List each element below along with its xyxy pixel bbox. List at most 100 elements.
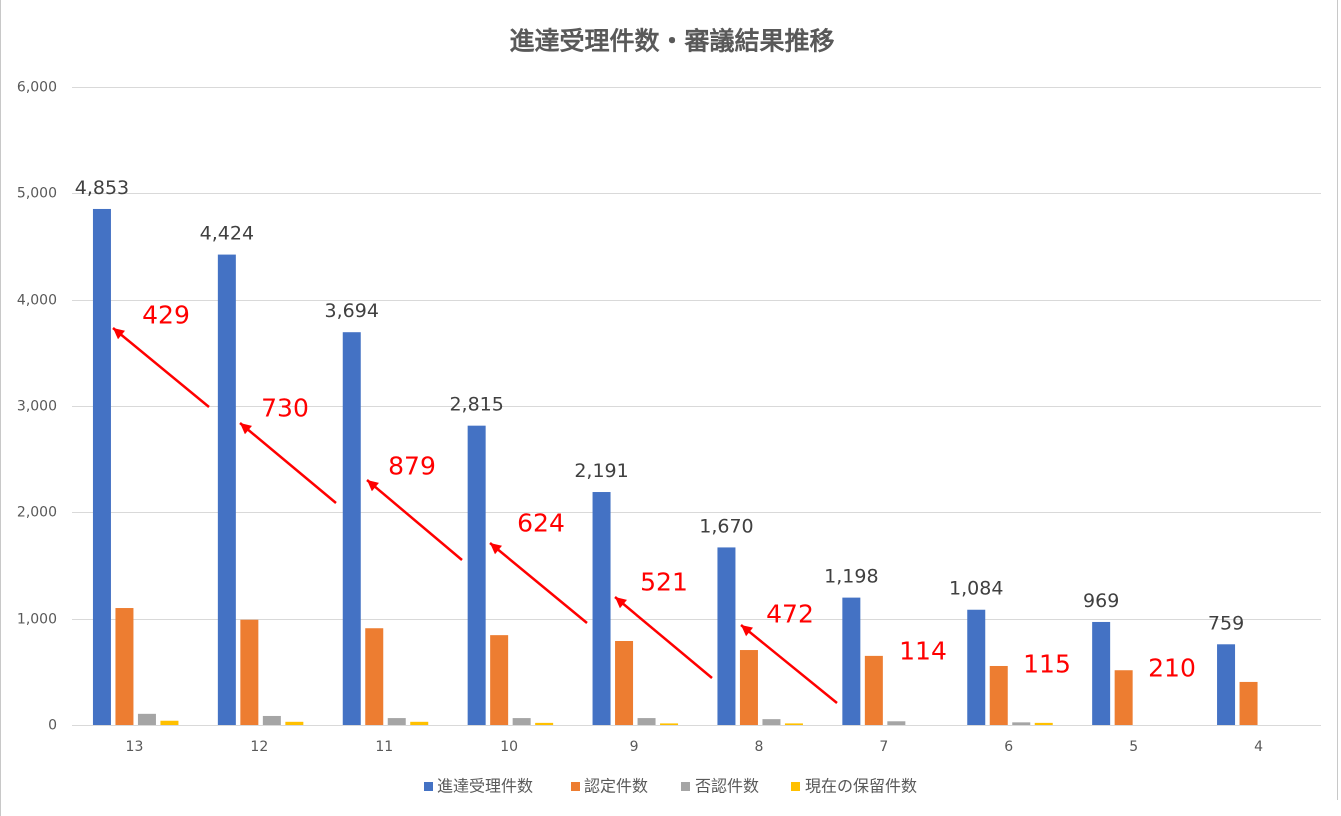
annotation-arrow: [740, 624, 838, 704]
annotation-arrow: [614, 596, 713, 679]
annotation-arrow: [112, 327, 210, 408]
data-label: 1,670: [699, 515, 753, 537]
annotation-label: 521: [640, 568, 688, 597]
x-tick-label: 8: [754, 739, 763, 755]
legend-item: 認定件数: [571, 777, 648, 796]
bar: [1114, 670, 1133, 725]
bar: [490, 635, 509, 725]
gridlines: [72, 87, 1321, 726]
legend-item: 否認件数: [681, 777, 759, 796]
legend-label: 否認件数: [695, 777, 759, 796]
bar: [717, 547, 736, 725]
annotation-label: 472: [766, 600, 814, 629]
bar: [160, 720, 179, 725]
legend-label: 現在の保留件数: [805, 777, 917, 796]
bar: [989, 665, 1008, 725]
legend-item: 進達受理件数: [424, 777, 533, 796]
bar: [137, 713, 156, 725]
legend-swatch: [791, 782, 800, 791]
annotation-label: 624: [517, 509, 565, 538]
x-axis-tick-labels: 13 12 11 10 9 8 7 6 5 4: [126, 739, 1264, 755]
bar: [1012, 722, 1031, 725]
x-tick-label: 12: [250, 739, 268, 755]
x-tick-label: 9: [630, 739, 639, 755]
bar: [387, 718, 406, 725]
x-tick-label: 5: [1129, 739, 1138, 755]
bar: [637, 718, 656, 725]
bar: [217, 254, 236, 725]
annotation-label: 730: [261, 394, 309, 423]
data-label: 4,424: [200, 223, 254, 245]
x-tick-label: 11: [375, 739, 393, 755]
bar: [285, 721, 304, 725]
legend-swatch: [424, 782, 433, 791]
bar: [467, 425, 486, 725]
legend-swatch: [571, 782, 580, 791]
y-tick-label: 2,000: [17, 505, 57, 521]
annotation-label: 115: [1023, 650, 1071, 679]
legend-item: 現在の保留件数: [791, 777, 917, 796]
bar: [1217, 644, 1236, 725]
bar: [1092, 621, 1111, 725]
bar: [967, 609, 986, 725]
x-tick-label: 13: [126, 739, 144, 755]
y-tick-label: 6,000: [17, 80, 57, 96]
legend: 進達受理件数 認定件数 否認件数 現在の保留件数: [424, 777, 917, 796]
bar: [240, 619, 259, 725]
annotation-arrow: [239, 422, 337, 504]
annotation-arrow: [489, 542, 588, 624]
data-label: 969: [1083, 590, 1119, 612]
annotation-label: 210: [1148, 654, 1196, 683]
bar: [410, 721, 429, 725]
bars: [92, 208, 1258, 725]
data-label: 4,853: [75, 177, 129, 199]
chart-title: 進達受理件数・審議結果推移: [509, 27, 834, 56]
bar: [512, 718, 531, 725]
x-tick-label: 10: [500, 739, 518, 755]
annotation-arrow: [366, 479, 463, 561]
bar: [864, 655, 883, 725]
data-label: 1,198: [824, 566, 878, 588]
bar: [887, 721, 906, 725]
legend-label: 進達受理件数: [437, 777, 533, 796]
bar: [1034, 722, 1053, 725]
y-tick-label: 4,000: [17, 293, 57, 309]
bar: [615, 640, 634, 725]
bar: [365, 628, 384, 725]
data-label: 759: [1208, 612, 1244, 634]
bar: [535, 722, 554, 725]
y-tick-label: 3,000: [17, 399, 57, 415]
data-label: 2,815: [449, 394, 503, 416]
bar: [784, 723, 803, 725]
bar: [762, 719, 781, 725]
data-label: 3,694: [325, 300, 379, 322]
bar: [262, 715, 281, 725]
bar: [739, 650, 758, 725]
bar: [342, 332, 361, 725]
x-tick-label: 6: [1004, 739, 1013, 755]
annotation-label: 429: [142, 301, 190, 330]
bar: [1239, 681, 1258, 725]
y-tick-label: 1,000: [17, 612, 57, 628]
bar: [92, 208, 111, 725]
y-tick-label: 5,000: [17, 186, 57, 202]
data-labels: 4,853 4,424 3,694 2,815 2,191 1,670 1,198 1,084…: [75, 177, 1244, 634]
x-tick-label: 7: [879, 739, 888, 755]
y-tick-label: 0: [48, 718, 57, 734]
annotation-label: 114: [899, 637, 947, 666]
legend-swatch: [681, 782, 690, 791]
bar: [115, 608, 134, 725]
data-label: 1,084: [949, 578, 1003, 600]
difference-annotations: 429 730 879 624 521 472 114 115 210: [112, 301, 1196, 704]
y-axis-tick-labels: 0 1,000 2,000 3,000 4,000 5,000 6,000: [17, 80, 57, 734]
x-tick-label: 4: [1254, 739, 1263, 755]
bar: [660, 723, 679, 725]
annotation-label: 879: [388, 452, 436, 481]
legend-label: 認定件数: [584, 777, 648, 796]
bar: [592, 492, 611, 725]
bar: [842, 597, 861, 725]
data-label: 2,191: [574, 460, 628, 482]
